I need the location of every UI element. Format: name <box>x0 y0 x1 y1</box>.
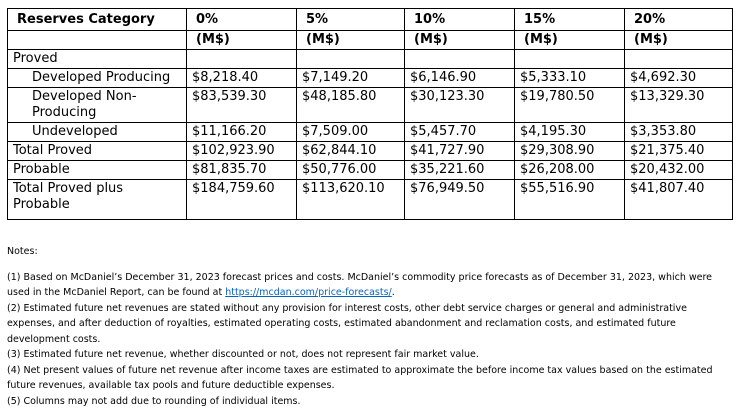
cell-value: $11,166.20 <box>187 123 297 142</box>
table-row: Proved <box>8 50 733 69</box>
column-unit-5pct: (M$) <box>297 31 405 50</box>
notes-section: Notes: (1) Based on McDaniel’s December … <box>7 244 733 409</box>
table-row: Total Proved$102,923.90$62,844.10$41,727… <box>8 142 733 161</box>
cell-value: $5,457.70 <box>405 123 515 142</box>
row-label: Developed Non-Producing <box>8 88 187 123</box>
cell-value: $50,776.00 <box>297 161 405 180</box>
cell-value: $184,759.60 <box>187 180 297 220</box>
reserves-table: Reserves Category 0% 5% 10% 15% 20% (M$)… <box>7 8 733 220</box>
cell-value: $7,509.00 <box>297 123 405 142</box>
cell-value: $48,185.80 <box>297 88 405 123</box>
row-label: Total Proved plus Probable <box>8 180 187 220</box>
note-1: (1) Based on McDaniel’s December 31, 202… <box>7 270 733 301</box>
table-row: Total Proved plus Probable$184,759.60$11… <box>8 180 733 220</box>
notes-title: Notes: <box>7 244 733 260</box>
cell-value: $19,780.50 <box>515 88 625 123</box>
cell-value <box>625 50 733 69</box>
header-row-discount-rates: Reserves Category 0% 5% 10% 15% 20% <box>8 9 733 31</box>
column-header-15pct: 15% <box>515 9 625 31</box>
cell-value: $20,432.00 <box>625 161 733 180</box>
cell-value: $62,844.10 <box>297 142 405 161</box>
column-unit-blank <box>8 31 187 50</box>
row-label: Total Proved <box>8 142 187 161</box>
cell-value: $21,375.40 <box>625 142 733 161</box>
cell-value: $41,807.40 <box>625 180 733 220</box>
column-header-0pct: 0% <box>187 9 297 31</box>
price-forecasts-link[interactable]: https://mcdan.com/price-forecasts/ <box>225 287 392 298</box>
cell-value: $7,149.20 <box>297 69 405 88</box>
cell-value: $41,727.90 <box>405 142 515 161</box>
column-header-10pct: 10% <box>405 9 515 31</box>
cell-value: $55,516.90 <box>515 180 625 220</box>
row-label: Developed Producing <box>8 69 187 88</box>
row-label: Undeveloped <box>8 123 187 142</box>
cell-value: $30,123.30 <box>405 88 515 123</box>
cell-value: $26,208.00 <box>515 161 625 180</box>
note-2: (2) Estimated future net revenues are st… <box>7 301 733 348</box>
note-1-text-after: . <box>392 287 395 298</box>
cell-value: $102,923.90 <box>187 142 297 161</box>
column-unit-0pct: (M$) <box>187 31 297 50</box>
column-unit-20pct: (M$) <box>625 31 733 50</box>
cell-value: $81,835.70 <box>187 161 297 180</box>
column-header-5pct: 5% <box>297 9 405 31</box>
column-unit-10pct: (M$) <box>405 31 515 50</box>
cell-value: $83,539.30 <box>187 88 297 123</box>
note-4: (4) Net present values of future net rev… <box>7 363 733 394</box>
column-header-reserves-category: Reserves Category <box>8 9 187 31</box>
cell-value: $4,195.30 <box>515 123 625 142</box>
table-row: Undeveloped$11,166.20$7,509.00$5,457.70$… <box>8 123 733 142</box>
cell-value: $5,333.10 <box>515 69 625 88</box>
cell-value: $35,221.60 <box>405 161 515 180</box>
cell-value: $8,218.40 <box>187 69 297 88</box>
cell-value: $29,308.90 <box>515 142 625 161</box>
cell-value: $3,353.80 <box>625 123 733 142</box>
table-row: Developed Producing$8,218.40$7,149.20$6,… <box>8 69 733 88</box>
cell-value: $76,949.50 <box>405 180 515 220</box>
cell-value: $113,620.10 <box>297 180 405 220</box>
header-row-units: (M$) (M$) (M$) (M$) (M$) <box>8 31 733 50</box>
cell-value <box>297 50 405 69</box>
cell-value: $13,329.30 <box>625 88 733 123</box>
note-3: (3) Estimated future net revenue, whethe… <box>7 347 733 363</box>
table-row: Developed Non-Producing$83,539.30$48,185… <box>8 88 733 123</box>
cell-value <box>405 50 515 69</box>
cell-value: $6,146.90 <box>405 69 515 88</box>
cell-value <box>187 50 297 69</box>
cell-value <box>515 50 625 69</box>
column-unit-15pct: (M$) <box>515 31 625 50</box>
column-header-20pct: 20% <box>625 9 733 31</box>
table-row: Probable$81,835.70$50,776.00$35,221.60$2… <box>8 161 733 180</box>
cell-value: $4,692.30 <box>625 69 733 88</box>
row-label: Probable <box>8 161 187 180</box>
row-label: Proved <box>8 50 187 69</box>
